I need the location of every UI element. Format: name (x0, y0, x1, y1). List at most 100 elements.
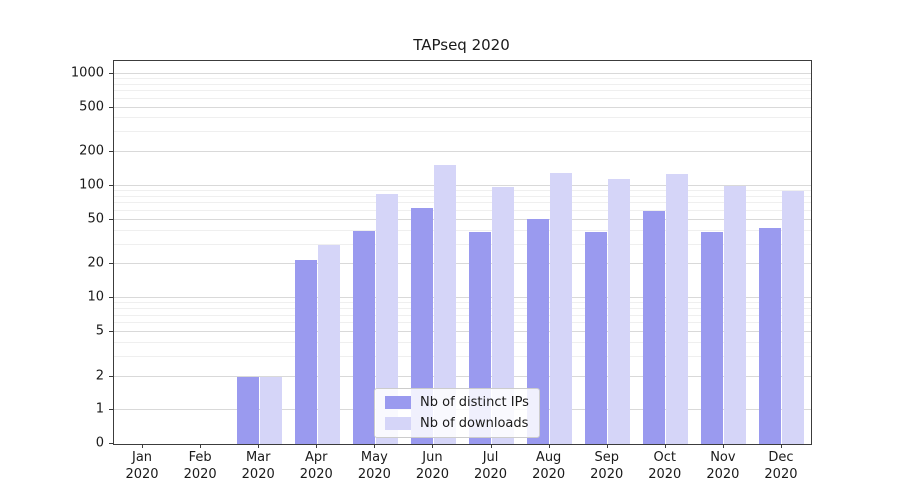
x-tick-label: Feb 2020 (183, 450, 217, 482)
bar (701, 231, 724, 444)
legend-entry: Nb of downloads (385, 416, 529, 431)
major-gridline (114, 106, 811, 108)
major-gridline (114, 375, 811, 377)
minor-gridline (114, 97, 811, 99)
y-tick-label: 50 (87, 211, 104, 227)
minor-gridline (114, 190, 811, 192)
y-tick-mark (109, 330, 113, 332)
minor-gridline (114, 195, 811, 197)
bar (550, 173, 573, 444)
minor-gridline (114, 355, 811, 357)
minor-gridline (114, 202, 811, 204)
x-tick-mark (606, 444, 608, 448)
minor-gridline (114, 341, 811, 343)
y-tick-label: 100 (79, 177, 104, 193)
minor-gridline (114, 77, 811, 79)
major-gridline (114, 263, 811, 265)
major-gridline (114, 72, 811, 74)
bar (259, 376, 282, 444)
y-tick-label: 0 (95, 435, 104, 451)
y-tick-label: 20 (87, 255, 104, 271)
x-tick-label: May 2020 (357, 450, 391, 482)
y-tick-mark (109, 72, 113, 74)
minor-gridline (114, 131, 811, 133)
legend-swatch (385, 396, 411, 409)
x-tick-mark (548, 444, 550, 448)
x-tick-label: Jul 2020 (473, 450, 508, 482)
minor-gridline (114, 83, 811, 85)
x-tick-label: Sep 2020 (590, 450, 624, 482)
x-tick-mark (316, 444, 318, 448)
x-tick-mark (432, 444, 434, 448)
x-tick-mark (722, 444, 724, 448)
y-tick-label: 2 (95, 368, 104, 384)
y-tick-mark (109, 106, 113, 108)
y-tick-label: 1 (95, 401, 104, 417)
x-tick-mark (142, 444, 144, 448)
x-tick-mark (258, 444, 260, 448)
minor-gridline (114, 322, 811, 324)
y-tick-mark (109, 151, 113, 153)
bar (527, 218, 550, 444)
legend-label: Nb of downloads (420, 416, 529, 431)
y-tick-label: 200 (79, 143, 104, 159)
chart-title: TAPseq 2020 (413, 36, 510, 54)
y-tick-mark (109, 443, 113, 444)
x-tick-mark (780, 444, 782, 448)
bar (317, 244, 340, 444)
bar (433, 164, 456, 444)
bar (585, 231, 608, 444)
bar (492, 187, 515, 444)
x-tick-label: Nov 2020 (706, 450, 740, 482)
y-tick-label: 500 (79, 99, 104, 115)
legend-label: Nb of distinct IPs (420, 395, 529, 410)
x-tick-mark (200, 444, 202, 448)
x-tick-mark (490, 444, 492, 448)
x-tick-label: Aug 2020 (532, 450, 566, 482)
bar (643, 210, 666, 444)
bar (236, 376, 259, 444)
y-tick-label: 5 (95, 323, 104, 339)
bar (782, 191, 805, 444)
x-tick-label: Oct 2020 (648, 450, 682, 482)
bar (759, 228, 782, 444)
legend-entry: Nb of distinct IPs (385, 395, 529, 410)
x-tick-label: Jun 2020 (415, 450, 449, 482)
x-tick-label: Apr 2020 (299, 450, 333, 482)
legend: Nb of distinct IPs Nb of downloads (374, 388, 540, 438)
x-tick-mark (374, 444, 376, 448)
major-gridline (114, 151, 811, 153)
major-gridline (114, 184, 811, 186)
minor-gridline (114, 308, 811, 310)
bar (352, 230, 375, 444)
major-gridline (114, 218, 811, 220)
minor-gridline (114, 229, 811, 231)
bar (375, 193, 398, 444)
y-tick-mark (109, 184, 113, 186)
bar (410, 208, 433, 444)
bar (608, 179, 631, 444)
x-tick-mark (664, 444, 666, 448)
x-tick-label: Jan 2020 (125, 450, 159, 482)
x-tick-label: Dec 2020 (764, 450, 798, 482)
minor-gridline (114, 302, 811, 304)
minor-gridline (114, 314, 811, 316)
y-tick-label: 1000 (70, 65, 104, 81)
y-tick-mark (109, 297, 113, 299)
bar (294, 259, 317, 444)
minor-gridline (114, 243, 811, 245)
y-tick-label: 10 (87, 289, 104, 305)
y-tick-mark (109, 409, 113, 411)
minor-gridline (114, 117, 811, 119)
legend-swatch (385, 417, 411, 430)
x-tick-label: Mar 2020 (241, 450, 275, 482)
bar (724, 185, 747, 444)
bar (666, 173, 689, 444)
y-tick-mark (109, 375, 113, 377)
y-tick-mark (109, 263, 113, 265)
minor-gridline (114, 209, 811, 211)
major-gridline (114, 330, 811, 332)
y-tick-mark (109, 218, 113, 220)
minor-gridline (114, 90, 811, 92)
